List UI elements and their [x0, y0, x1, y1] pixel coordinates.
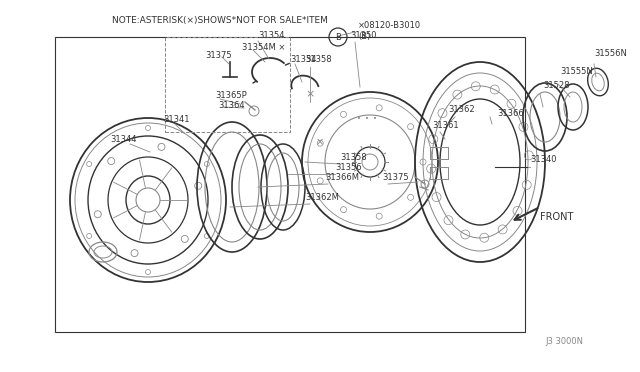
Text: 31358: 31358: [305, 55, 332, 64]
Text: ×08120-B3010: ×08120-B3010: [358, 20, 421, 29]
Text: 31556N: 31556N: [594, 49, 627, 58]
Text: 31340: 31340: [530, 155, 557, 164]
Text: NOTE:ASTERISK(×)SHOWS*NOT FOR SALE*ITEM: NOTE:ASTERISK(×)SHOWS*NOT FOR SALE*ITEM: [112, 16, 328, 25]
Text: 31528: 31528: [543, 81, 570, 90]
Text: 31362M: 31362M: [305, 192, 339, 202]
Text: 31354: 31354: [290, 55, 317, 64]
Text: 31364: 31364: [218, 100, 244, 109]
Text: 31356: 31356: [335, 163, 362, 171]
Text: 31366M: 31366M: [325, 173, 359, 182]
Text: •: •: [357, 116, 361, 122]
Text: 31555N: 31555N: [560, 67, 593, 77]
Text: 31361: 31361: [432, 121, 459, 129]
Text: (B): (B): [358, 32, 371, 41]
Text: 31344: 31344: [110, 135, 136, 144]
Text: 31350: 31350: [350, 31, 376, 39]
Text: ×: ×: [305, 89, 315, 99]
Text: J3 3000N: J3 3000N: [545, 337, 583, 346]
Text: 31341: 31341: [163, 115, 189, 125]
Text: 31362: 31362: [448, 106, 475, 115]
Text: 31375: 31375: [205, 51, 232, 60]
Text: 31366: 31366: [497, 109, 524, 119]
Text: 31354: 31354: [258, 32, 285, 41]
Text: 31375: 31375: [382, 173, 408, 182]
Text: 31354M ×: 31354M ×: [242, 42, 285, 51]
Text: ×: ×: [316, 137, 324, 147]
Text: B: B: [335, 32, 341, 42]
Text: •: •: [373, 116, 377, 122]
Text: 31365P: 31365P: [215, 90, 247, 99]
Bar: [165, 37, 290, 132]
Text: 31358: 31358: [340, 153, 367, 161]
Text: •: •: [365, 116, 369, 122]
Bar: [55, 37, 525, 332]
Text: FRONT: FRONT: [540, 212, 573, 222]
